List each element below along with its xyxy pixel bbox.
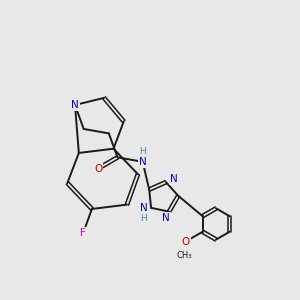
Text: N: N — [71, 100, 79, 110]
Text: O: O — [182, 236, 190, 247]
Text: N: N — [139, 157, 146, 167]
Text: N: N — [169, 174, 177, 184]
Text: CH₃: CH₃ — [176, 250, 192, 260]
Text: N: N — [162, 213, 170, 223]
Text: F: F — [80, 228, 86, 238]
Text: H: H — [139, 147, 146, 156]
Text: H: H — [140, 214, 147, 223]
Text: O: O — [94, 164, 102, 174]
Text: N: N — [140, 203, 148, 213]
